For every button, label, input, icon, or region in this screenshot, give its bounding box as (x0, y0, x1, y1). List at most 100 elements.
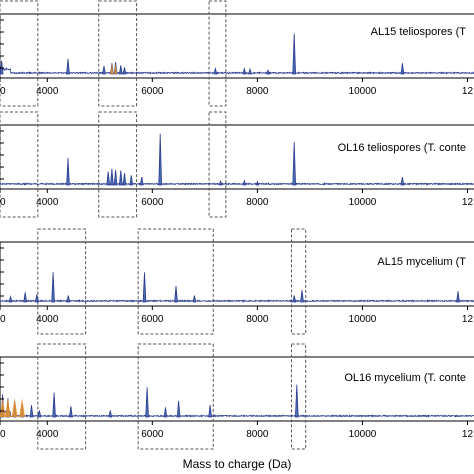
highlight-peak (110, 63, 114, 74)
spectrum-peak (52, 392, 56, 418)
spectrum-peak (456, 291, 460, 303)
dashed-window (98, 0, 138, 107)
highlight-peak (11, 398, 18, 417)
spectrum-peak (265, 69, 270, 75)
x-tick-label: 4000 (36, 197, 59, 208)
spectrum-peak (142, 272, 147, 303)
spectrum-peak (8, 295, 13, 303)
spectrum-peak (248, 67, 252, 75)
panel-ol16-mycelium: OL16 mycelium (T. conte 00 4000 6000 8000 10… (0, 343, 474, 450)
panel-title: AL15 mycelium (T (377, 256, 466, 268)
x-tick-label: 00 (0, 314, 6, 325)
x-tick-label: 12 (462, 197, 474, 208)
spectrum-peak (400, 176, 405, 186)
spectrum-peak (208, 405, 212, 418)
x-tick-label: 12 (462, 314, 474, 325)
x-tick-label: 6000 (141, 429, 164, 440)
spectrum-peak (400, 63, 405, 75)
spectrum-peak (300, 290, 304, 303)
spectrum-peak (102, 65, 106, 75)
x-tick-label: 6000 (141, 314, 164, 325)
spectrum-peak (174, 285, 178, 303)
spectrum-peak (129, 175, 134, 186)
panel-title: OL16 mycelium (T. conte (344, 372, 466, 384)
baseline-trace (0, 299, 474, 303)
panel-al15-mycelium: AL15 mycelium (T 00 4000 6000 8000 10000 12 (0, 228, 474, 335)
baseline-trace (0, 182, 474, 186)
spectrum-peak (158, 133, 163, 186)
spectrum-peak (69, 406, 73, 418)
spectrum-peak (66, 295, 71, 303)
spectrum-peak (176, 400, 181, 418)
highlight-peak (19, 398, 26, 417)
spectrum-peak (66, 58, 70, 75)
dashed-window (37, 228, 87, 335)
spectrum-peak (66, 157, 70, 186)
spectrum-peak (292, 295, 297, 303)
x-tick-label: 12 (462, 86, 474, 97)
spectrum-peak (110, 168, 114, 186)
plot-frame (0, 241, 474, 307)
spectrum-peak (122, 173, 127, 186)
panel-al15-teliospores: AL15 teliospores (T 00 4000 6000 8000 10000 1… (0, 0, 474, 107)
x-tick-label: 00 (0, 86, 6, 97)
spectrum-peak (118, 170, 123, 186)
highlight-peak (4, 398, 11, 417)
plot-frame (0, 356, 474, 422)
spectrum-peak (292, 33, 297, 75)
x-tick-label: 8000 (246, 86, 269, 97)
spectrum-peak (108, 410, 113, 418)
x-tick-label: 6000 (141, 86, 164, 97)
x-tick-label: 00 (0, 429, 6, 440)
x-tick-label: 10000 (349, 197, 377, 208)
x-tick-label: 8000 (246, 197, 269, 208)
x-tick-label: 00 (0, 197, 6, 208)
spectrum-peak (23, 292, 28, 303)
dashed-window (98, 111, 138, 218)
plot-frame (0, 13, 474, 79)
panel-title: OL16 teliospores (T. conte (338, 142, 466, 154)
x-tick-label: 10000 (349, 86, 377, 97)
spectrum-peak (292, 141, 297, 186)
spectrum-peak (51, 272, 55, 303)
dashed-window (137, 343, 214, 450)
dashed-window (137, 228, 214, 335)
baseline-trace (0, 66, 474, 75)
dashed-window (37, 343, 87, 450)
x-tick-label: 4000 (36, 314, 59, 325)
spectrum-peak (0, 60, 4, 75)
spectrum-peak (139, 176, 144, 186)
spectrum-peak (118, 65, 123, 75)
highlight-peak (114, 63, 118, 74)
spectrum-peak (113, 169, 118, 186)
dashed-window (0, 111, 39, 218)
dashed-window (291, 228, 307, 335)
x-axis-label: Mass to charge (Da) (183, 457, 292, 471)
x-tick-label: 10000 (349, 429, 377, 440)
x-tick-label: 4000 (36, 86, 59, 97)
spectrum-peak (218, 180, 223, 186)
spectrum-peak (255, 180, 260, 186)
x-tick-label: 6000 (141, 197, 164, 208)
spectrum-peak (192, 295, 197, 303)
spectrum-peak (29, 405, 34, 418)
panel-title: AL15 teliospores (T (371, 26, 467, 38)
dashed-window (0, 0, 39, 107)
x-tick-label: 4000 (36, 429, 59, 440)
panel-ol16-teliospores: OL16 teliospores (T. conte 00 4000 6000 800… (0, 111, 474, 218)
spectrum-peak (213, 67, 218, 75)
x-tick-label: 10000 (349, 314, 377, 325)
dashed-window (208, 0, 227, 107)
spectrum-peak (122, 67, 127, 75)
highlight-peak (0, 398, 6, 417)
spectrum-peak (106, 171, 111, 186)
spectrum-peak (37, 410, 42, 418)
x-tick-label: 12 (462, 429, 474, 440)
plot-frame (0, 124, 474, 190)
spectrum-peak (145, 387, 149, 418)
spectrum-peak (242, 179, 247, 186)
x-tick-label: 8000 (246, 314, 269, 325)
dashed-window (208, 111, 227, 218)
spectrum-peak (294, 384, 299, 418)
